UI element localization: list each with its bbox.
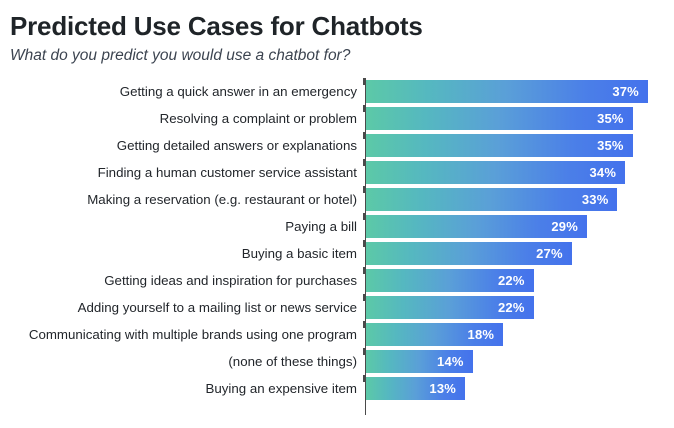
axis-tick [363,78,366,85]
bar[interactable]: 13% [366,377,466,400]
bar-wrapper: 27% [366,242,572,265]
bar-wrapper: 34% [366,161,626,184]
bar-wrapper: 14% [366,350,473,373]
bar[interactable]: 35% [366,134,633,157]
category-label: Getting a quick answer in an emergency [119,83,357,99]
bar-value-label: 35% [597,138,624,153]
axis-tick [363,186,366,193]
bar-row: Communicating with multiple brands using… [0,321,674,348]
bar-value-label: 29% [551,219,578,234]
axis-tick [363,240,366,247]
bar-row: Getting detailed answers or explanations… [0,132,674,159]
bar-row: (none of these things) 14% [0,348,674,375]
bar-wrapper: 37% [366,80,648,103]
bar[interactable]: 29% [366,215,587,238]
bar[interactable]: 34% [366,161,626,184]
bar-value-label: 22% [498,273,525,288]
bar[interactable]: 35% [366,107,633,130]
category-label: Paying a bill [285,218,357,234]
bar[interactable]: 14% [366,350,473,373]
plot-area: Getting a quick answer in an emergency 37… [0,78,674,422]
bar-wrapper: 35% [366,107,633,130]
bar[interactable]: 37% [366,80,648,103]
axis-tick [363,321,366,328]
axis-tick [363,159,366,166]
bar[interactable]: 33% [366,188,618,211]
bar-row: Adding yourself to a mailing list or new… [0,294,674,321]
category-label: Buying a basic item [241,245,357,261]
category-label: Resolving a complaint or problem [159,110,357,126]
axis-tick [363,294,366,301]
bar-wrapper: 33% [366,188,618,211]
bar-row: Buying a basic item 27% [0,240,674,267]
bar-value-label: 14% [437,354,464,369]
bar-row: Getting ideas and inspiration for purcha… [0,267,674,294]
bar[interactable]: 27% [366,242,572,265]
bar-wrapper: 22% [366,296,534,319]
axis-tick [363,375,366,382]
bar-row: Making a reservation (e.g. restaurant or… [0,186,674,213]
axis-tick [363,267,366,274]
category-label: Buying an expensive item [205,380,357,396]
category-label: Communicating with multiple brands using… [28,326,357,342]
category-label: (none of these things) [228,353,357,369]
bar-value-label: 22% [498,300,525,315]
category-label: Getting ideas and inspiration for purcha… [104,272,357,288]
bar-wrapper: 18% [366,323,504,346]
bar-value-label: 27% [536,246,563,261]
chart-subtitle: What do you predict you would use a chat… [10,47,351,64]
category-label: Making a reservation (e.g. restaurant or… [87,191,357,207]
bar-row: Buying an expensive item 13% [0,375,674,402]
bar[interactable]: 22% [366,269,534,292]
axis-tick [363,132,366,139]
bar-value-label: 18% [467,327,495,342]
bar-wrapper: 35% [366,134,633,157]
bar-row: Resolving a complaint or problem 35% [0,105,674,132]
axis-tick [363,105,366,112]
axis-tick [363,348,366,355]
bar-row: Paying a bill 29% [0,213,674,240]
bar-wrapper: 22% [366,269,534,292]
bar-value-label: 34% [589,165,617,180]
bar-value-label: 37% [612,84,639,99]
bar-value-label: 13% [429,381,457,396]
bar-wrapper: 29% [366,215,587,238]
bar-value-label: 35% [597,111,624,126]
axis-tick [363,213,366,220]
category-label: Adding yourself to a mailing list or new… [77,299,357,315]
category-label: Finding a human customer service assista… [97,164,357,180]
bar[interactable]: 22% [366,296,534,319]
bar-list: Getting a quick answer in an emergency 37… [0,78,674,402]
chart-header: Predicted Use Cases for Chatbots What do… [0,0,674,66]
bar-row: Getting a quick answer in an emergency 37… [0,78,674,105]
bar[interactable]: 18% [366,323,504,346]
bar-wrapper: 13% [366,377,466,400]
category-label: Getting detailed answers or explanations [116,137,357,153]
page-title: Predicted Use Cases for Chatbots [10,11,423,41]
bar-row: Finding a human customer service assista… [0,159,674,186]
bar-value-label: 33% [581,192,609,207]
